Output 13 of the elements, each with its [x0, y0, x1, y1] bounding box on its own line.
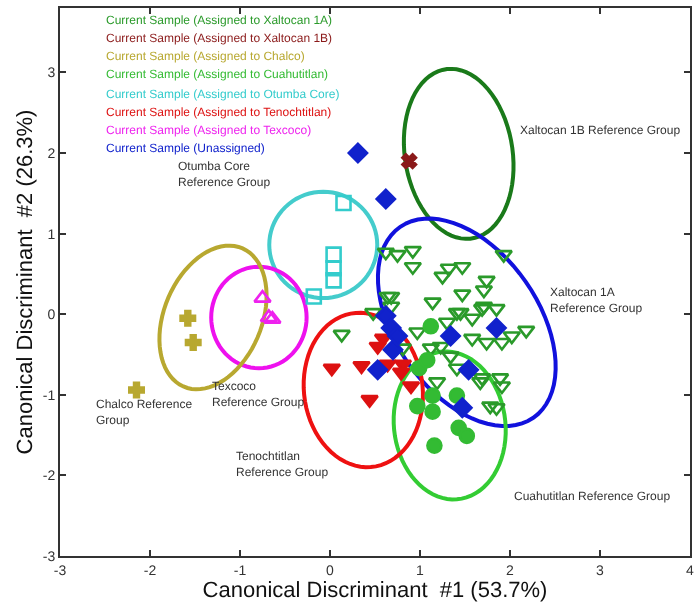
- point: [179, 309, 197, 327]
- point: [332, 329, 352, 343]
- point: [184, 333, 202, 351]
- point: [375, 188, 397, 210]
- point: [360, 394, 379, 408]
- point: [426, 437, 443, 454]
- x-axis-title: Canonical Discriminant #1 (53.7%): [202, 579, 548, 604]
- point: [458, 427, 476, 445]
- point: [347, 142, 369, 164]
- point: [352, 361, 371, 375]
- y-axis-title: Canonical Discriminant #2 (26.3%): [14, 109, 39, 455]
- point: [128, 381, 145, 399]
- point: [322, 363, 342, 377]
